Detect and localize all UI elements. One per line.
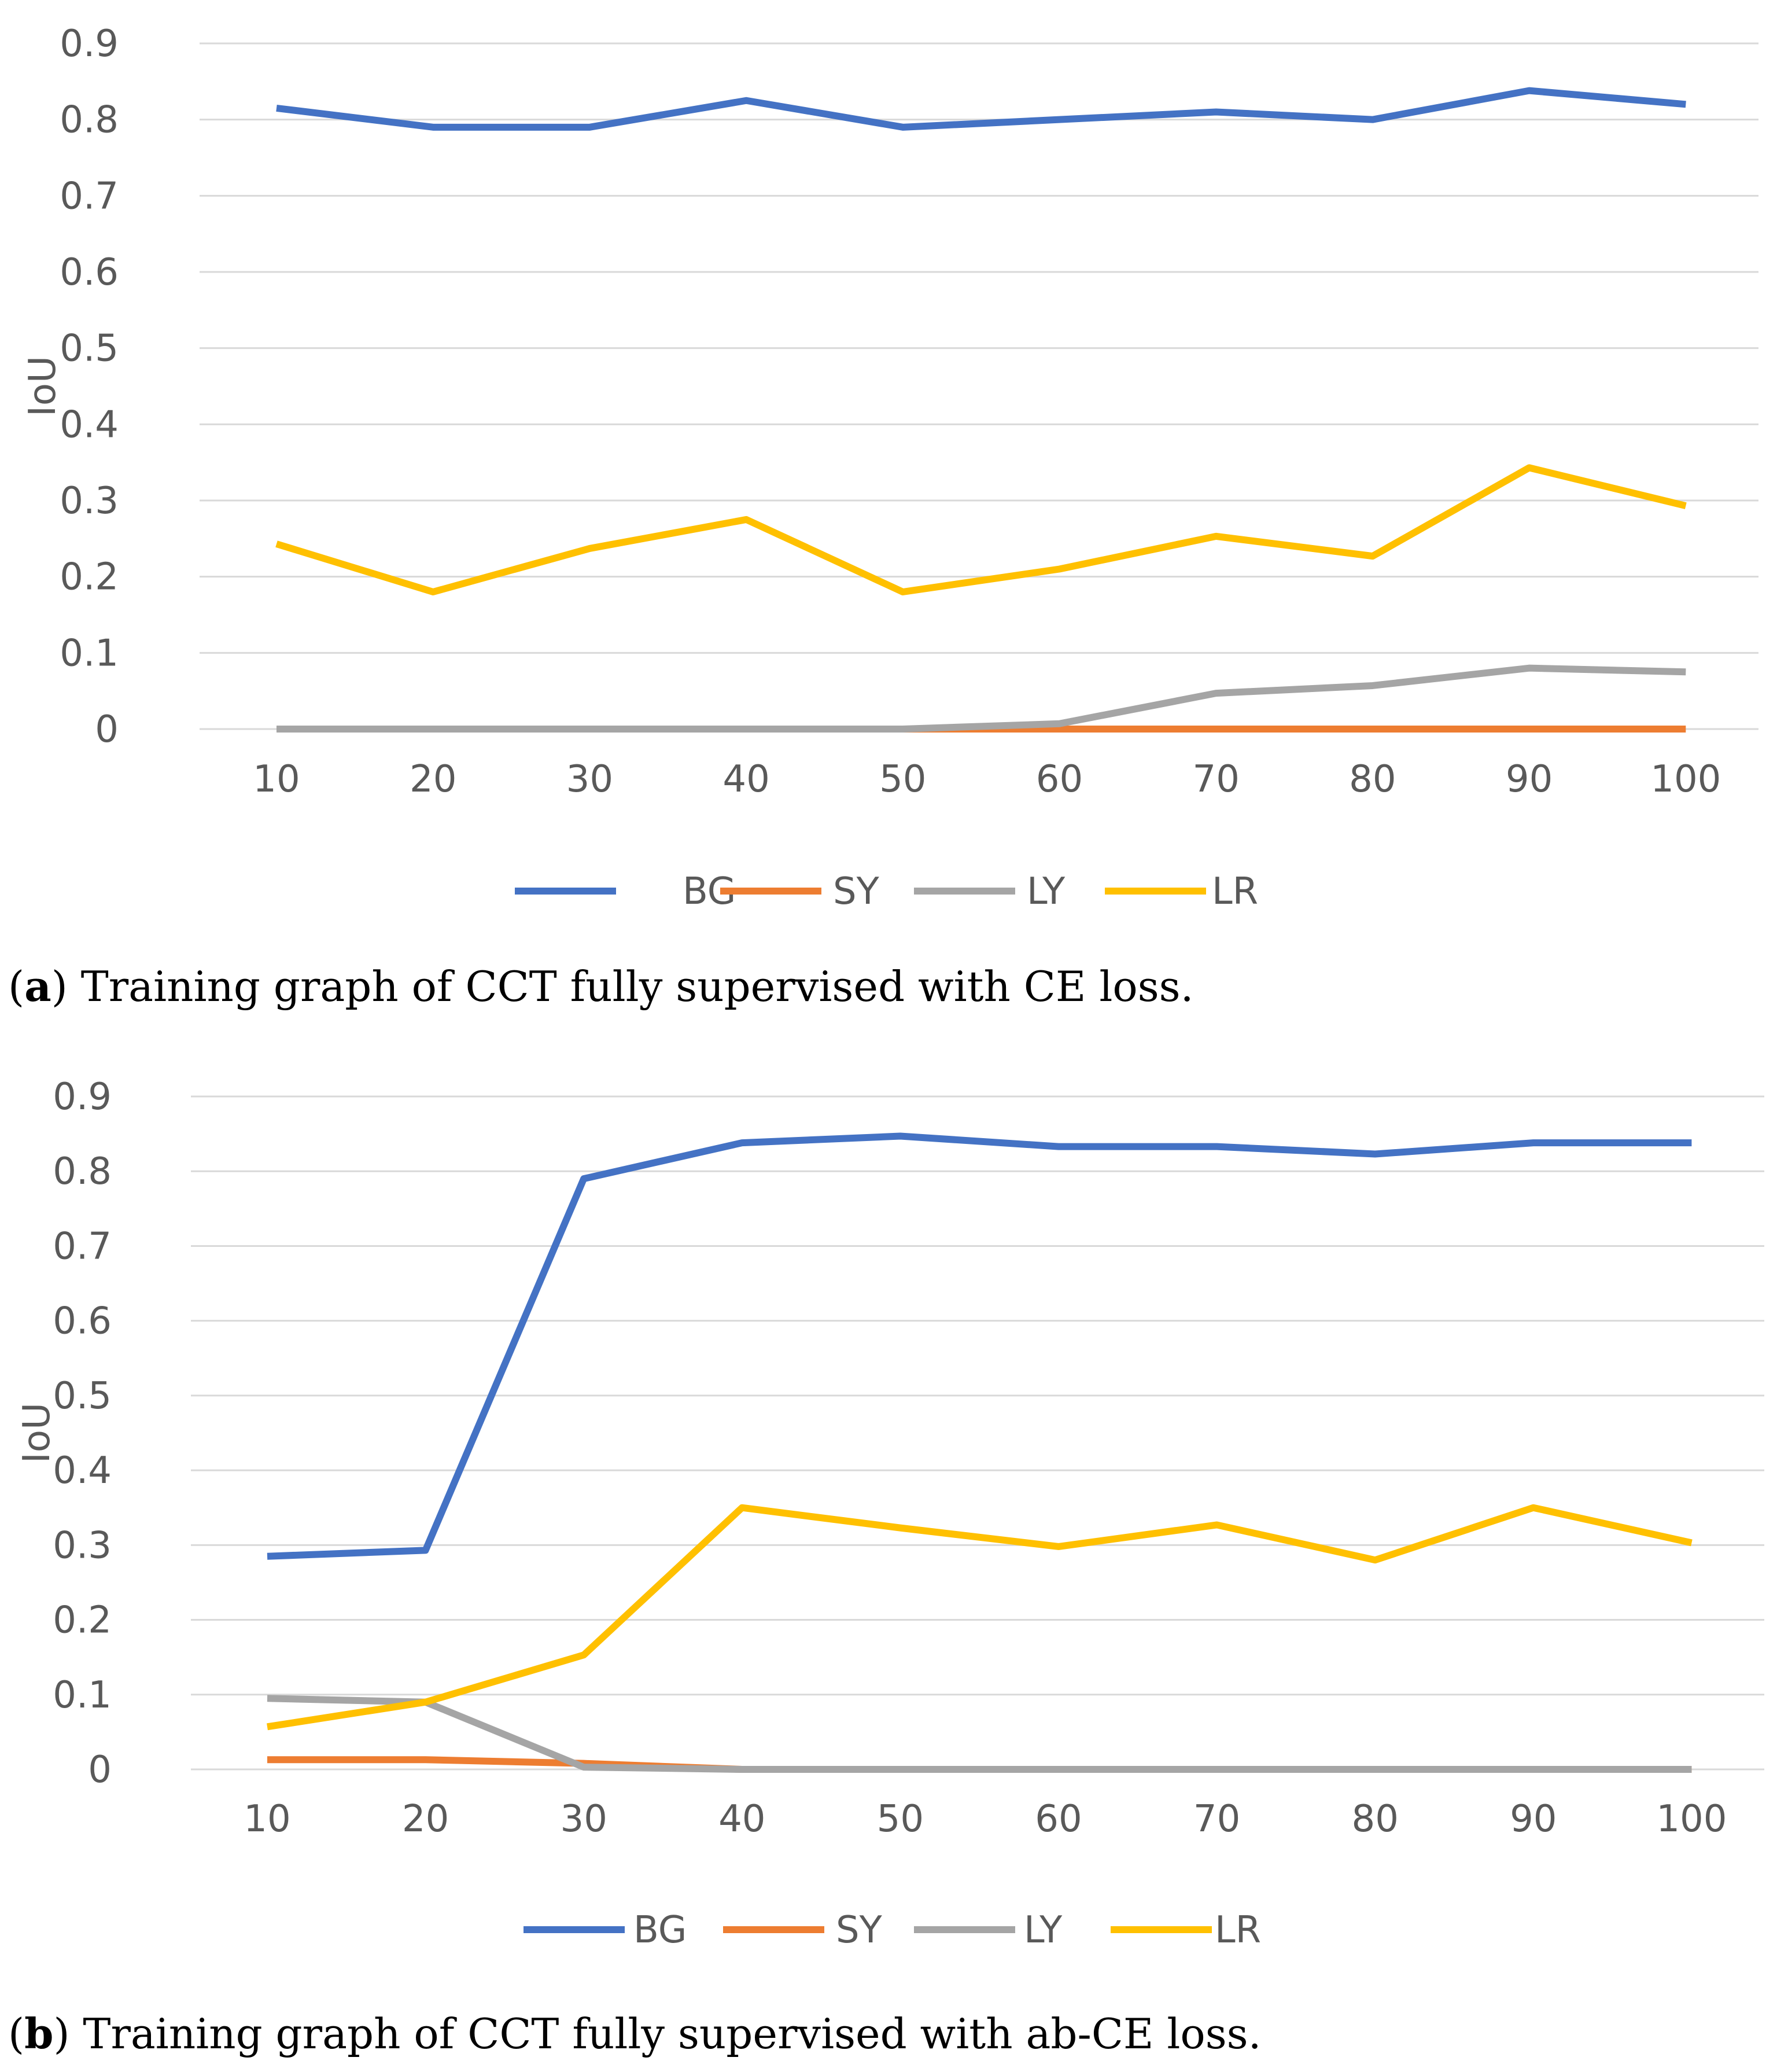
chart-a-ytick-label-1: 0.1 <box>60 632 119 675</box>
chart-a-series-bg-line <box>276 87 1686 131</box>
chart-a-legend-ly-label: LY <box>1027 870 1066 913</box>
chart-a-ytick-label-6: 0.6 <box>60 251 119 294</box>
chart-b-ytick-label-7: 0.7 <box>53 1225 112 1268</box>
chart-a-ytick-label-9: 0.9 <box>60 23 119 65</box>
chart-a-legend-sy-label: SY <box>833 870 880 913</box>
chart-a-xtick-label-2: 30 <box>566 758 613 801</box>
chart-a: 0 0.1 0.2 0.3 0.4 0.5 0.6 0.7 0.8 0.9 10 20 30 40 50 60… <box>21 23 1758 913</box>
chart-b: 0 0.1 0.2 0.3 0.4 0.5 0.6 0.7 0.8 0.9 10 20 30 40 50 60… <box>16 1076 1764 1952</box>
caption-a-text: Training graph of CCT fully supervised w… <box>67 962 1194 1011</box>
chart-b-ytick-label-3: 0.3 <box>53 1524 112 1567</box>
chart-b-xtick-label-7: 80 <box>1351 1798 1398 1841</box>
chart-b-ylabel: IoU <box>16 1403 58 1463</box>
chart-a-xtick-label-1: 20 <box>410 758 456 801</box>
chart-b-xtick-label-0: 10 <box>244 1798 290 1841</box>
chart-b-ytick-label-0: 0 <box>88 1749 112 1791</box>
caption-b: (b) Training graph of CCT fully supervis… <box>8 2009 1262 2058</box>
chart-b-legend-ly-label: LY <box>1024 1909 1063 1952</box>
chart-b-xtick-label-9: 100 <box>1656 1798 1727 1841</box>
caption-a-tag: a <box>24 962 51 1011</box>
chart-a-ytick-label-8: 0.8 <box>60 99 119 142</box>
chart-a-xtick-label-3: 40 <box>722 758 769 801</box>
chart-b-ytick-label-2: 0.2 <box>53 1599 112 1642</box>
chart-a-xtick-label-8: 90 <box>1506 758 1553 801</box>
caption-a: (a) Training graph of CCT fully supervis… <box>8 962 1194 1011</box>
chart-a-ytick-label-5: 0.5 <box>60 327 119 370</box>
chart-b-xtick-label-1: 20 <box>402 1798 449 1841</box>
chart-a-xtick-label-0: 10 <box>253 758 300 801</box>
chart-b-xtick-label-4: 50 <box>877 1798 924 1841</box>
chart-a-legend-lr-label: LR <box>1212 870 1258 913</box>
chart-b-legend-sy-label: SY <box>836 1909 883 1952</box>
caption-b-tag: b <box>24 2009 54 2058</box>
chart-a-ytick-label-4: 0.4 <box>60 403 119 446</box>
chart-a-ytick-label-3: 0.3 <box>60 480 119 522</box>
chart-b-ytick-label-9: 0.9 <box>53 1076 112 1118</box>
chart-a-xtick-label-6: 70 <box>1192 758 1239 801</box>
chart-a-xtick-label-4: 50 <box>879 758 926 801</box>
chart-b-xtick-label-8: 90 <box>1510 1798 1557 1841</box>
chart-b-series-ly-line <box>267 1695 1692 1773</box>
chart-b-series-bg-line <box>267 1132 1692 1560</box>
chart-b-xtick-label-3: 40 <box>718 1798 765 1841</box>
chart-a-xtick-label-7: 80 <box>1349 758 1396 801</box>
chart-b-xtick-label-5: 60 <box>1035 1798 1082 1841</box>
chart-b-xtick-label-6: 70 <box>1193 1798 1240 1841</box>
chart-a-ylabel: IoU <box>21 356 64 417</box>
chart-b-legend-lr-label: LR <box>1215 1909 1261 1952</box>
caption-b-text: Training graph of CCT fully supervised w… <box>69 2010 1262 2058</box>
chart-b-ytick-label-6: 0.6 <box>53 1300 112 1343</box>
chart-b-ytick-label-5: 0.5 <box>53 1375 112 1418</box>
chart-a-ytick-label-7: 0.7 <box>60 175 119 218</box>
chart-a-series-ly-line <box>277 664 1686 733</box>
chart-a-series-lr-line <box>275 464 1687 595</box>
chart-b-ytick-label-8: 0.8 <box>53 1150 112 1193</box>
chart-a-ytick-label-2: 0.2 <box>60 556 119 599</box>
chart-b-xtick-label-2: 30 <box>560 1798 607 1841</box>
chart-a-xtick-label-5: 60 <box>1036 758 1083 801</box>
chart-b-legend-bg-label: BG <box>633 1909 687 1952</box>
chart-b-series-lr-line <box>267 1504 1693 1731</box>
chart-b-ytick-label-1: 0.1 <box>53 1674 112 1717</box>
chart-b-ytick-label-4: 0.4 <box>53 1449 112 1492</box>
chart-a-ytick-label-0: 0 <box>95 708 119 751</box>
chart-a-xtick-label-9: 100 <box>1650 758 1721 801</box>
